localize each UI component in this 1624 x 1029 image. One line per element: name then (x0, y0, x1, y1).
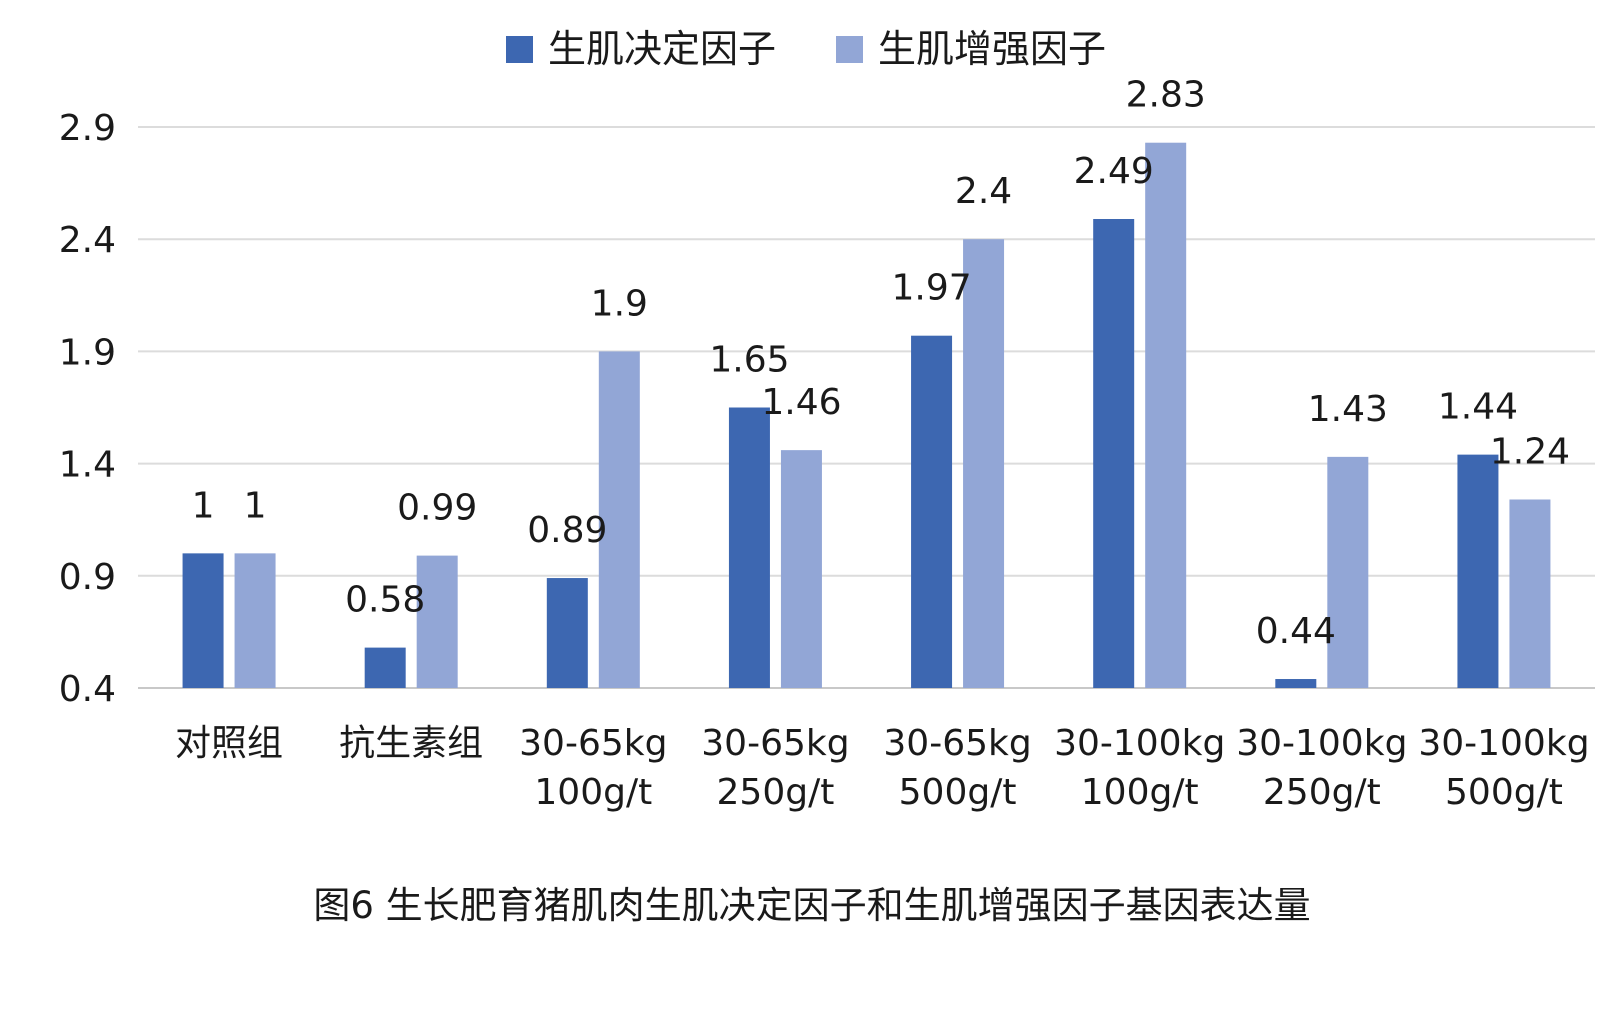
x-axis-labels: 对照组 抗生素组 30-65kg 100g/t 30-65kg 250g/t 30-65kg… (175, 723, 1589, 813)
bar-series2-cat8 (1509, 499, 1551, 688)
figure-caption: 图6 生长肥育猪肌肉生肌决定因子和生肌增强因子基因表达量 (313, 884, 1311, 927)
bar-series1-cat8 (1457, 454, 1499, 688)
x-category-label: 30-65kg (883, 723, 1031, 764)
bar-series1-cat3 (546, 578, 588, 688)
x-category-label: 30-100kg (1236, 723, 1407, 764)
data-label-series2-cat6: 2.83 (1126, 75, 1206, 116)
bar-series1-cat5 (911, 335, 953, 688)
bar-series2-cat2 (416, 555, 458, 688)
y-tick-label: 2.4 (59, 220, 116, 261)
bar-series1-cat2 (364, 647, 406, 688)
data-label-series2-cat4: 1.46 (761, 382, 841, 423)
x-category-label: 500g/t (899, 772, 1017, 813)
bar-series1-cat1 (182, 553, 224, 688)
x-category-label: 30-65kg (701, 723, 849, 764)
y-tick-label: 2.9 (59, 108, 116, 149)
data-label-series1-cat8: 1.44 (1438, 387, 1518, 428)
legend: 生肌决定因子 生肌增强因子 (506, 27, 1106, 71)
data-label-series2-cat3: 1.9 (591, 283, 648, 324)
bar-series2-cat5 (963, 239, 1005, 688)
data-label-series1-cat7: 0.44 (1256, 611, 1336, 652)
bar-series1-cat7 (1275, 679, 1317, 688)
bar-series2-cat6 (1145, 142, 1187, 688)
data-label-series2-cat7: 1.43 (1308, 389, 1388, 430)
data-label-series2-cat2: 0.99 (397, 488, 477, 529)
x-category-label: 100g/t (534, 772, 652, 813)
legend-swatch-1 (506, 36, 533, 63)
bar-series1-cat6 (1093, 219, 1135, 688)
data-label-series1-cat6: 2.49 (1074, 151, 1154, 192)
data-label-series1-cat2: 0.58 (345, 580, 425, 621)
data-label-series2-cat8: 1.24 (1490, 432, 1570, 473)
legend-swatch-2 (836, 36, 863, 63)
y-tick-label: 1.9 (59, 332, 116, 373)
y-tick-label: 0.4 (59, 669, 116, 710)
y-axis-ticks: 0.4 0.9 1.4 1.9 2.4 2.9 (59, 108, 116, 710)
data-label-series2-cat1: 1 (244, 485, 267, 526)
data-label-series1-cat1: 1 (192, 485, 215, 526)
x-category-label: 对照组 (175, 723, 283, 764)
bar-series2-cat4 (780, 450, 822, 688)
data-label-series1-cat4: 1.65 (709, 340, 789, 381)
x-category-label: 250g/t (1263, 772, 1381, 813)
bar-series1-cat4 (728, 407, 770, 688)
data-label-series1-cat3: 0.89 (527, 510, 607, 551)
x-category-label: 100g/t (1081, 772, 1199, 813)
y-tick-label: 1.4 (59, 445, 116, 486)
x-category-label: 抗生素组 (339, 723, 483, 764)
x-category-label: 30-100kg (1054, 723, 1225, 764)
data-label-series1-cat5: 1.97 (891, 268, 971, 309)
data-label-series2-cat5: 2.4 (955, 171, 1012, 212)
legend-label-1: 生肌决定因子 (548, 27, 776, 71)
bar-series2-cat7 (1327, 456, 1369, 688)
x-category-label: 250g/t (717, 772, 835, 813)
x-category-label: 30-65kg (519, 723, 667, 764)
y-tick-label: 0.9 (59, 557, 116, 598)
x-category-label: 30-100kg (1418, 723, 1589, 764)
bar-series2-cat3 (598, 351, 640, 688)
data-labels: 1 1 0.58 0.99 0.89 1.9 1.651.46 1.97 2.4 2.49 2.83… (192, 75, 1570, 652)
bar-series2-cat1 (234, 553, 276, 688)
x-category-label: 500g/t (1445, 772, 1563, 813)
legend-label-2: 生肌增强因子 (878, 27, 1106, 71)
bars (182, 142, 1551, 688)
